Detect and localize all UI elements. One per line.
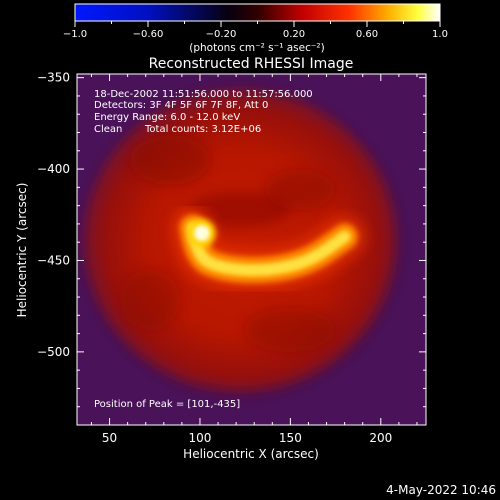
- colorbar-tick-label: 1.0: [432, 29, 448, 40]
- heatmap-image: [77, 74, 426, 425]
- annotation-peak: Position of Peak = [101,-435]: [94, 399, 240, 410]
- chart-title: Reconstructed RHESSI Image: [149, 56, 354, 72]
- y-tick-label: −450: [37, 253, 70, 267]
- y-axis-label: Heliocentric Y (arcsec): [15, 183, 29, 318]
- colorbar-tick-label: 0.60: [356, 29, 378, 40]
- x-tick-label: 150: [279, 431, 302, 445]
- date-stamp: 4-May-2022 10:46: [386, 483, 496, 497]
- colorbar-unit-label: (photons cm⁻² s⁻¹ asec⁻²): [189, 42, 324, 54]
- y-axis-ticks: −350 −400 −450 −500: [37, 71, 426, 408]
- y-tick-label: −400: [37, 162, 70, 176]
- annotation-clean: Clean: [94, 124, 122, 135]
- annotation-detectors: Detectors: 3F 4F 5F 6F 7F 8F, Att 0: [94, 100, 268, 111]
- peak-knot: [187, 219, 216, 248]
- y-tick-label: −500: [37, 345, 70, 359]
- colorbar-ticks: −1.0 −0.60 −0.20 0.20 0.60 1.0: [63, 21, 448, 40]
- annotation-time-range: 18-Dec-2002 11:51:56.000 to 11:57:56.000: [94, 89, 313, 100]
- colorbar-tick-label: −0.20: [206, 29, 237, 40]
- x-axis-ticks: 50 100 150 200: [90, 74, 418, 445]
- colorbar-tick-label: −1.0: [63, 29, 87, 40]
- plot-frame: [76, 73, 427, 426]
- annotation-energy: Energy Range: 6.0 - 12.0 keV: [94, 112, 240, 123]
- x-axis-label: Heliocentric X (arcsec): [183, 447, 319, 461]
- colorbar-tick-label: −0.60: [133, 29, 164, 40]
- x-tick-label: 200: [369, 431, 392, 445]
- colorbar-tick-label: 0.20: [283, 29, 305, 40]
- x-tick-label: 50: [102, 431, 117, 445]
- peak-core: [193, 225, 210, 242]
- x-tick-label: 100: [189, 431, 212, 445]
- annotation-total-counts: Total counts: 3.12E+06: [144, 124, 261, 135]
- y-tick-label: −350: [37, 71, 70, 85]
- colorbar: [75, 4, 440, 21]
